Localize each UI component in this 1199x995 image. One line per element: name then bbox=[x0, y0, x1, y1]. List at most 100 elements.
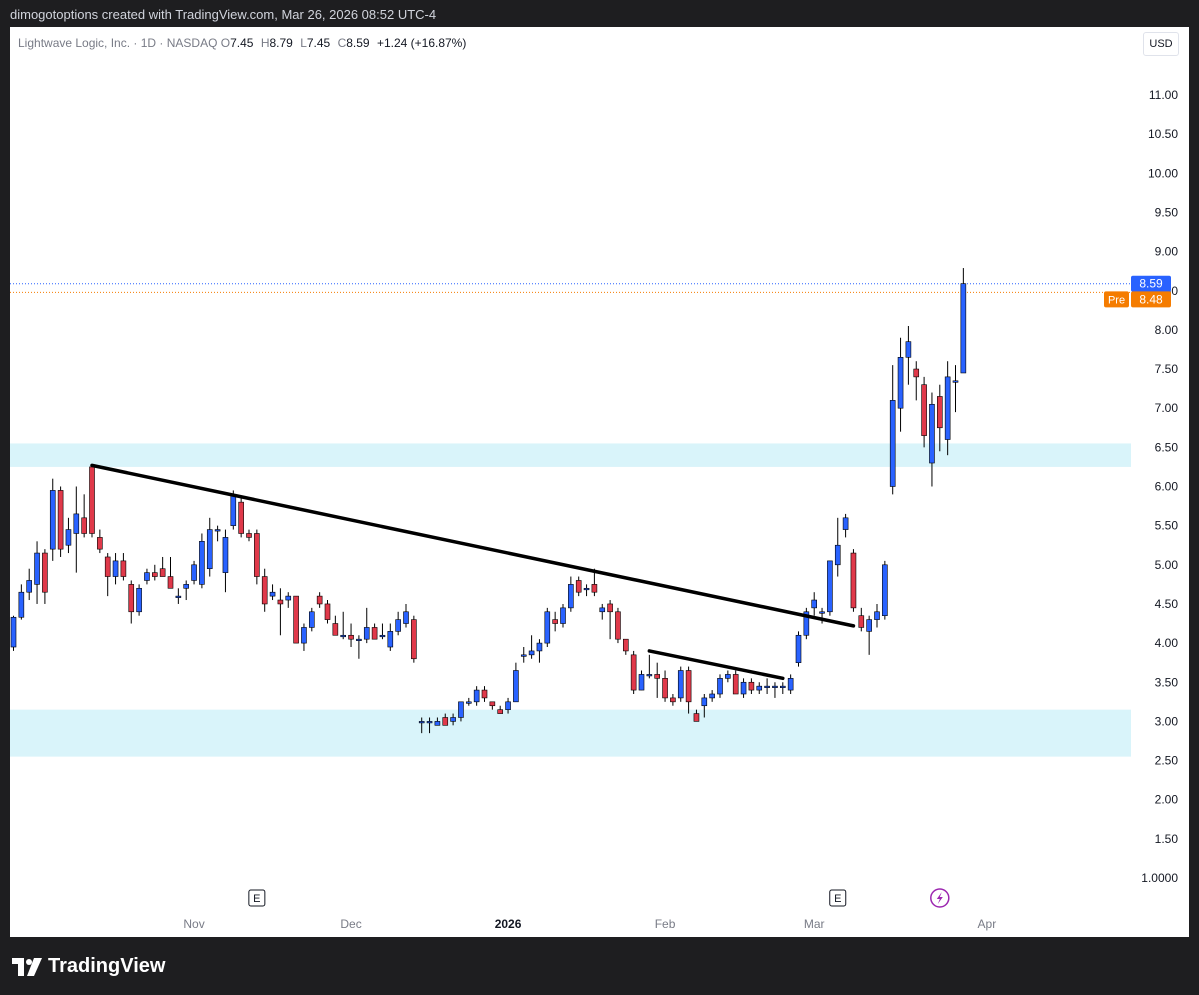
candle-body bbox=[693, 713, 700, 722]
candle-up bbox=[874, 603, 880, 628]
candle-body bbox=[49, 490, 56, 550]
candle-down bbox=[670, 693, 676, 706]
candle-up bbox=[568, 576, 574, 612]
high-label: H bbox=[260, 36, 270, 50]
candle-down bbox=[748, 678, 755, 694]
last-price-tag bbox=[1131, 275, 1171, 292]
candle-down bbox=[693, 709, 700, 722]
candle-body bbox=[772, 685, 778, 688]
candle-up bbox=[403, 603, 409, 628]
candle-body bbox=[560, 607, 566, 624]
x-tick-label: 2026 bbox=[495, 917, 522, 931]
candle-body bbox=[387, 631, 394, 648]
candle-down bbox=[630, 650, 637, 694]
earnings-box bbox=[248, 889, 266, 907]
candle-body bbox=[850, 552, 857, 609]
earnings-label: E bbox=[834, 893, 841, 905]
candle-series[interactable] bbox=[10, 268, 967, 734]
candle-body bbox=[152, 572, 158, 577]
price-axis[interactable]: 1.0000 1.50 2.00 2.50 3.00 3.50 4.00 4.50 5.00 5.… bbox=[1141, 88, 1178, 885]
candle-body bbox=[73, 513, 80, 534]
candle-up bbox=[583, 584, 590, 597]
y-tick-label: 7.50 bbox=[1155, 362, 1179, 376]
candle-body bbox=[827, 560, 833, 613]
candle-up bbox=[677, 666, 684, 702]
candle-up bbox=[356, 635, 362, 659]
candle-body bbox=[591, 584, 598, 593]
candle-body bbox=[795, 634, 802, 663]
candle-body bbox=[544, 611, 551, 644]
candle-up bbox=[929, 392, 935, 487]
candle-body bbox=[238, 501, 244, 534]
candle-body bbox=[411, 619, 417, 660]
time-axis[interactable]: Nov Dec 2026 Feb Mar Apr bbox=[183, 917, 996, 931]
y-tick-label: 6.00 bbox=[1155, 480, 1179, 494]
candle-up bbox=[112, 553, 119, 585]
candle-body bbox=[269, 591, 276, 597]
candle-body bbox=[348, 634, 354, 640]
candle-body bbox=[615, 611, 621, 640]
candle-body bbox=[81, 517, 87, 534]
candle-up bbox=[740, 678, 747, 698]
candle-body bbox=[206, 529, 213, 570]
candle-up bbox=[560, 603, 566, 628]
trendlines[interactable] bbox=[90, 463, 856, 681]
lightning-icon bbox=[930, 888, 950, 908]
candle-up bbox=[269, 584, 276, 601]
chart-panel[interactable]: 1.0000 1.50 2.00 2.50 3.00 3.50 4.00 4.50 5.00 5.… bbox=[10, 27, 1189, 937]
candle-body bbox=[520, 654, 527, 657]
candle-up bbox=[772, 682, 778, 698]
candle-body bbox=[246, 533, 252, 538]
candle-up bbox=[866, 615, 872, 655]
price-lines bbox=[10, 283, 1131, 293]
candle-up bbox=[199, 533, 205, 589]
candle-body bbox=[803, 611, 810, 636]
candle-body bbox=[434, 721, 441, 726]
candlestick-chart[interactable]: 1.0000 1.50 2.00 2.50 3.00 3.50 4.00 4.50 5.00 5.… bbox=[10, 27, 1189, 937]
currency-button[interactable]: USD bbox=[1143, 32, 1179, 56]
y-tick-label: 9.50 bbox=[1155, 205, 1179, 219]
candle-up bbox=[795, 631, 802, 667]
candle-body bbox=[112, 560, 119, 577]
y-tick-label: 8.00 bbox=[1155, 323, 1179, 337]
candle-body bbox=[42, 552, 48, 593]
candle-body bbox=[10, 616, 17, 648]
candle-down bbox=[575, 576, 582, 597]
pre-label-text: Pre bbox=[1108, 294, 1125, 306]
candle-body bbox=[159, 568, 166, 577]
close-label: C bbox=[337, 36, 347, 50]
candle-body bbox=[65, 529, 72, 546]
y-tick-label: 2.00 bbox=[1155, 793, 1179, 807]
support-resistance-zones bbox=[10, 443, 1131, 757]
candle-up bbox=[520, 647, 527, 663]
candle-body bbox=[717, 678, 723, 695]
candle-body bbox=[819, 611, 825, 614]
tradingview-logo[interactable]: TradingView bbox=[12, 955, 165, 978]
candle-up bbox=[136, 584, 142, 616]
candle-body bbox=[230, 494, 237, 526]
candle-down bbox=[371, 623, 378, 640]
candle-body bbox=[685, 670, 692, 703]
candle-up bbox=[18, 584, 25, 620]
candle-down bbox=[120, 553, 127, 581]
close-value: 8.59 bbox=[346, 36, 370, 50]
candle-up bbox=[26, 568, 33, 601]
candle-up bbox=[944, 361, 951, 456]
candle-down bbox=[97, 529, 103, 554]
candle-body bbox=[222, 537, 229, 573]
candle-body bbox=[403, 611, 409, 624]
change-value: +1.24 (+16.87%) bbox=[376, 36, 467, 50]
candle-down bbox=[411, 615, 417, 663]
candle-up bbox=[827, 560, 833, 616]
candle-up bbox=[756, 682, 763, 694]
candle-up bbox=[183, 580, 189, 601]
candle-body bbox=[418, 721, 425, 724]
candle-down bbox=[442, 713, 449, 726]
candle-up bbox=[960, 268, 967, 374]
symbol-name: Lightwave Logic, Inc. · 1D · NASDAQ bbox=[18, 36, 218, 50]
candle-body bbox=[199, 541, 205, 585]
x-tick-label: Nov bbox=[183, 917, 204, 931]
candle-body bbox=[26, 580, 33, 593]
candle-up bbox=[811, 592, 818, 616]
